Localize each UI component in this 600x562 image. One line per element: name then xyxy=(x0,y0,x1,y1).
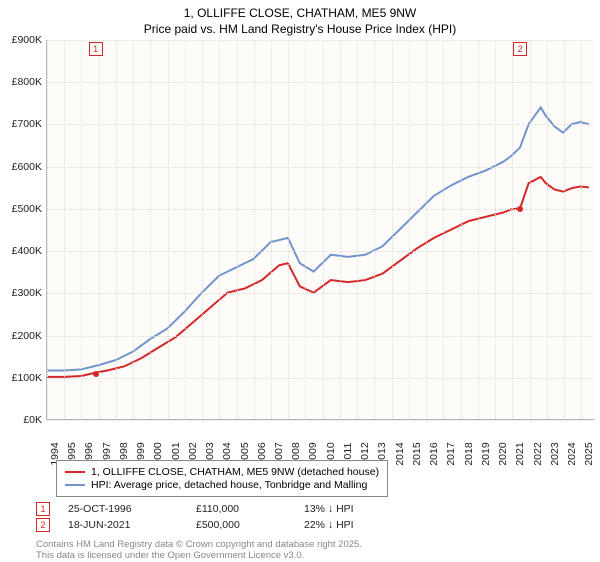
plot-area: 12 xyxy=(46,40,594,420)
transaction-date: 18-JUN-2021 xyxy=(68,519,178,531)
legend-label: HPI: Average price, detached house, Tonb… xyxy=(91,479,367,491)
y-axis-labels: £0K£100K£200K£300K£400K£500K£600K£700K£8… xyxy=(0,40,44,420)
y-tick-label: £500K xyxy=(12,203,42,215)
marker-flag-2: 2 xyxy=(513,42,527,56)
transaction-date: 25-OCT-1996 xyxy=(68,503,178,515)
transaction-price: £110,000 xyxy=(196,503,286,515)
footer-line2: This data is licensed under the Open Gov… xyxy=(36,551,586,562)
marker-dot-1 xyxy=(93,371,99,377)
y-tick-label: £600K xyxy=(12,161,42,173)
x-tick-label: 2020 xyxy=(497,442,509,465)
transaction-diff: 13% ↓ HPI xyxy=(304,503,354,515)
y-tick-label: £400K xyxy=(12,245,42,257)
x-tick-label: 2014 xyxy=(394,442,406,465)
y-tick-label: £700K xyxy=(12,118,42,130)
legend-swatch xyxy=(65,471,85,473)
x-tick-label: 2019 xyxy=(480,442,492,465)
chart-title-line1: 1, OLLIFFE CLOSE, CHATHAM, ME5 9NW xyxy=(0,0,600,22)
x-tick-label: 2023 xyxy=(549,442,561,465)
y-tick-label: £200K xyxy=(12,330,42,342)
x-tick-label: 2025 xyxy=(583,442,595,465)
transaction-price: £500,000 xyxy=(196,519,286,531)
series-hpi xyxy=(47,107,589,370)
chart-container: 1, OLLIFFE CLOSE, CHATHAM, ME5 9NW Price… xyxy=(0,0,600,560)
transaction-row: 2 18-JUN-2021 £500,000 22% ↓ HPI xyxy=(36,518,354,532)
x-tick-label: 2022 xyxy=(532,442,544,465)
footer-attribution: Contains HM Land Registry data © Crown c… xyxy=(36,540,586,562)
x-tick-label: 2024 xyxy=(566,442,578,465)
legend-label: 1, OLLIFFE CLOSE, CHATHAM, ME5 9NW (deta… xyxy=(91,466,379,478)
x-tick-label: 2018 xyxy=(463,442,475,465)
transaction-marker: 2 xyxy=(36,518,50,532)
y-tick-label: £0K xyxy=(23,414,42,426)
legend-row: 1, OLLIFFE CLOSE, CHATHAM, ME5 9NW (deta… xyxy=(65,466,379,478)
y-tick-label: £300K xyxy=(12,287,42,299)
marker-flag-1: 1 xyxy=(89,42,103,56)
x-tick-label: 2017 xyxy=(445,442,457,465)
y-tick-label: £100K xyxy=(12,372,42,384)
x-axis-labels: 1994199519961997199819992000200120022003… xyxy=(46,422,594,462)
legend-row: HPI: Average price, detached house, Tonb… xyxy=(65,479,379,491)
transactions-table: 1 25-OCT-1996 £110,000 13% ↓ HPI 2 18-JUN-202… xyxy=(36,502,354,534)
x-tick-label: 2016 xyxy=(428,442,440,465)
y-tick-label: £800K xyxy=(12,76,42,88)
legend-box: 1, OLLIFFE CLOSE, CHATHAM, ME5 9NW (deta… xyxy=(56,460,388,497)
marker-dot-2 xyxy=(517,206,523,212)
series-price_paid xyxy=(47,177,589,377)
transaction-row: 1 25-OCT-1996 £110,000 13% ↓ HPI xyxy=(36,502,354,516)
legend-swatch xyxy=(65,484,85,486)
x-tick-label: 2021 xyxy=(514,442,526,465)
x-tick-label: 2015 xyxy=(411,442,423,465)
transaction-marker: 1 xyxy=(36,502,50,516)
transaction-diff: 22% ↓ HPI xyxy=(304,519,354,531)
chart-title-line2: Price paid vs. HM Land Registry's House … xyxy=(0,22,600,42)
y-tick-label: £900K xyxy=(12,34,42,46)
